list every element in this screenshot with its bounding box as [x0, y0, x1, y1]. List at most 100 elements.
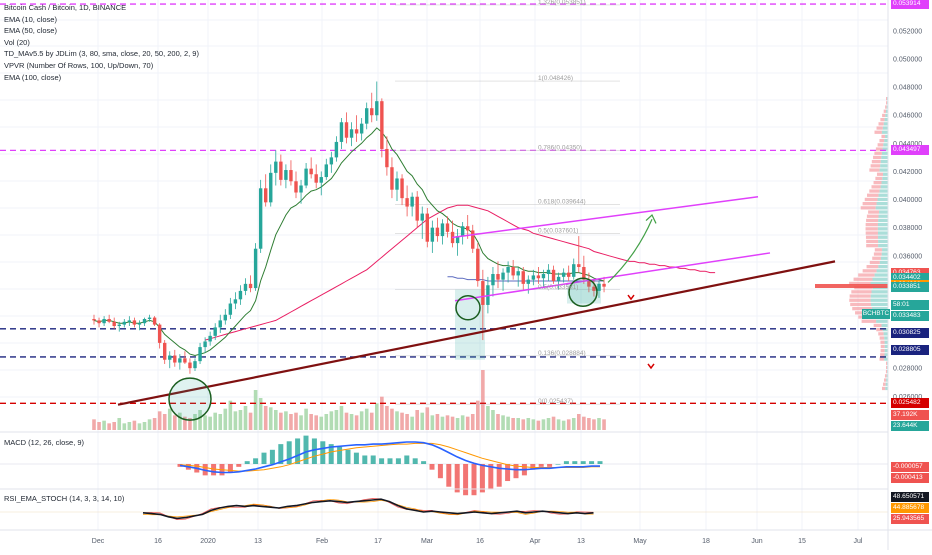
vpvr-bar-up [881, 151, 888, 155]
volume-bar [329, 411, 334, 430]
vpvr-bar-up [884, 349, 888, 353]
vpvr-bar-up [882, 126, 888, 130]
macd-hist-bar [597, 461, 603, 464]
volume-bar [223, 408, 228, 430]
volume-bar [188, 418, 192, 430]
vpvr-bar-down [883, 109, 887, 113]
price-badge: 0.028805 [891, 344, 929, 355]
volume-bar [198, 410, 202, 430]
rsi-stoch-d [142, 498, 594, 518]
price-badge: 0.033483 [891, 311, 929, 322]
macd-hist-bar [555, 464, 561, 465]
legend-ema-100[interactable]: EMA (100, close) [4, 72, 62, 82]
low-circle [168, 377, 212, 421]
candle-body [163, 342, 167, 360]
macd-hist-bar [471, 464, 477, 496]
volume-bar [551, 416, 556, 430]
y-tick-label: 0.048000 [893, 85, 922, 92]
candle-body [476, 248, 480, 282]
volume-bar [173, 415, 177, 430]
vpvr-bar-down [872, 256, 881, 260]
volume-bar [541, 419, 546, 430]
volume-bar [167, 408, 172, 430]
y-tick-label: 0.038000 [893, 225, 922, 232]
macd-hist-bar [446, 464, 452, 487]
candle-body [203, 341, 207, 348]
macd-hist-bar [429, 464, 435, 470]
vpvr-bar-up [880, 164, 888, 168]
candle-body [253, 248, 258, 289]
x-tick-label: 13 [577, 538, 585, 545]
vpvr-bar-down [875, 147, 883, 151]
volume-bar [390, 408, 394, 430]
volume-bar [147, 419, 152, 430]
volume-bar [511, 418, 515, 430]
vpvr-bar-up [884, 340, 888, 344]
macd-hist-bar [505, 464, 511, 482]
candle-body [516, 271, 520, 276]
vpvr-bar-down [880, 118, 885, 122]
volume-bar [430, 415, 435, 430]
candle-body [536, 275, 541, 279]
fib-label: 1.326(0.053851) [538, 0, 586, 6]
volume-bar [546, 418, 551, 430]
macd-label[interactable]: MACD (12, 26, close, 9) [4, 438, 85, 447]
candle-body [324, 164, 328, 178]
x-tick-label: Mar [421, 538, 434, 545]
volume-bar [304, 408, 308, 430]
vpvr-bar-down [866, 239, 879, 244]
candle-body [152, 317, 157, 325]
candle-body [541, 274, 546, 279]
x-tick-label: 13 [254, 538, 262, 545]
volume-bar [536, 420, 541, 430]
legend-volume[interactable]: Vol (20) [4, 37, 30, 47]
volume-bar [152, 418, 157, 430]
candle-body [425, 213, 429, 242]
vpvr-bar-down [849, 281, 871, 286]
price-badge: 0.025482 [891, 398, 929, 409]
vpvr-bar-down [873, 252, 882, 256]
candle-body [127, 320, 132, 322]
vpvr-bar-down [884, 374, 887, 378]
vpvr-bar-up [877, 231, 888, 235]
macd-hist-bar [337, 446, 343, 464]
vpvr-bar-up [884, 344, 888, 349]
vpvr-bar-up [883, 143, 888, 147]
symbol-badge[interactable]: BCHBTC [862, 309, 890, 319]
legend-ema-10[interactable]: EMA (10, close) [4, 14, 57, 24]
vpvr-bar-up [884, 118, 888, 122]
candle-body [567, 272, 571, 277]
candle-body [506, 266, 510, 273]
volume-bar [178, 412, 182, 430]
macd-hist-bar [320, 441, 326, 464]
candle-body [556, 276, 561, 282]
candle-body [334, 141, 339, 158]
volume-bar [400, 412, 404, 430]
volume-bar [359, 411, 364, 430]
candle-body [551, 269, 556, 282]
candle-body [572, 264, 576, 277]
volume-bar [491, 410, 495, 430]
candle-body [592, 286, 596, 291]
x-tick-label: Jun [751, 538, 762, 545]
macd-hist-bar [488, 464, 494, 490]
candle-body [92, 318, 96, 321]
volume-bar [122, 423, 127, 430]
volume-bar [521, 419, 526, 430]
rsi-label[interactable]: RSI_EMA_STOCH (14, 3, 3, 14, 10) [4, 494, 125, 503]
volume-bar [233, 411, 238, 430]
vpvr-bar-up [885, 382, 888, 386]
volume-bar [501, 415, 505, 430]
legend-title[interactable]: Bitcoin Cash / Bitcoin, 1D, BINANCE [4, 3, 127, 12]
vpvr-bar-up [879, 260, 888, 265]
legend-td-ma[interactable]: TD_MAv5.5 by JDLim (3, 80, sma, close, 2… [4, 49, 199, 59]
volume-bar [294, 412, 298, 430]
volume-bar [137, 423, 142, 430]
legend-vpvr[interactable]: VPVR (Number Of Rows, 100, Up/Down, 70) [4, 60, 154, 70]
x-tick-label: Apr [530, 538, 542, 545]
candle-body [213, 327, 217, 336]
legend-ema-50[interactable]: EMA (50, close) [4, 26, 57, 36]
fib-label: 0.786(0.04350) [538, 144, 582, 151]
